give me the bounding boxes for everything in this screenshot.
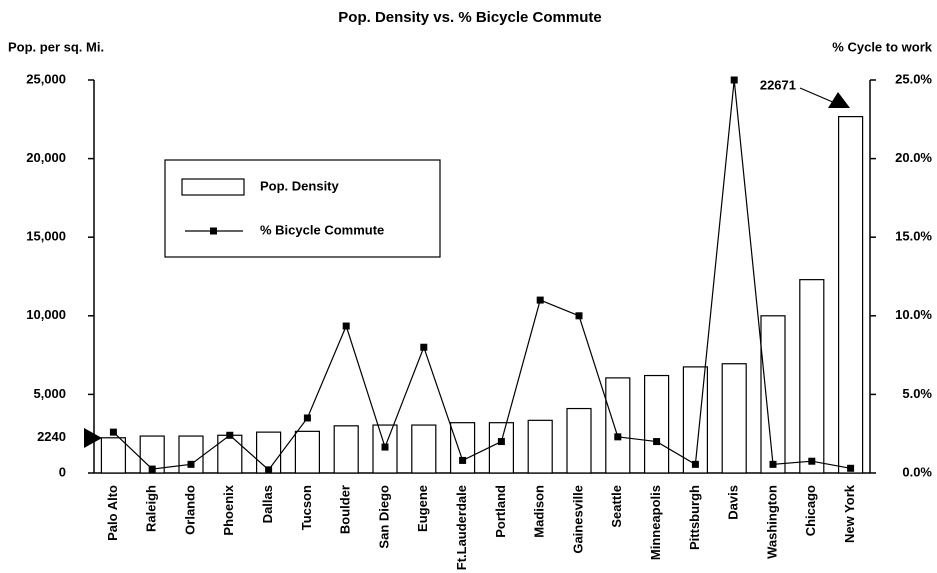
bar <box>294 430 320 474</box>
point <box>769 460 777 468</box>
y-tick-label: 20,000 <box>26 150 66 165</box>
bar <box>799 279 825 474</box>
bar <box>450 422 476 474</box>
x-tick-label: Portland <box>493 485 508 538</box>
point <box>808 457 816 465</box>
x-tick-label: Palo Alto <box>105 485 120 541</box>
bar <box>333 425 359 474</box>
legend-label: Pop. Density <box>260 178 340 193</box>
point <box>847 464 855 472</box>
y-tick-label: 15,000 <box>26 229 66 244</box>
y-axis-label: Pop. per sq. Mi. <box>8 39 104 54</box>
legend-box <box>164 159 441 258</box>
point <box>109 428 117 436</box>
x-tick-label: Pittsburgh <box>687 485 702 550</box>
point <box>187 460 195 468</box>
x-tick-label: Phoenix <box>221 484 236 535</box>
point <box>420 343 428 351</box>
x-tick-label: Tucson <box>299 485 314 530</box>
x-tick-label: Ft.Lauderdale <box>454 485 469 570</box>
point <box>536 296 544 304</box>
y-tick-label: 5,000 <box>33 386 66 401</box>
point <box>730 76 738 84</box>
y2-tick-label: 20.0% <box>895 150 932 165</box>
bar <box>411 424 437 474</box>
x-tick-label: Madison <box>532 485 547 538</box>
x-tick-label: Raleigh <box>144 485 159 532</box>
bar <box>100 437 127 474</box>
point <box>575 312 583 320</box>
legend-swatch <box>210 227 217 235</box>
y2-tick-label: 10.0% <box>895 307 932 322</box>
annotation-arrow <box>828 92 850 108</box>
x-tick-label: Eugene <box>415 485 430 532</box>
y2-axis-label: % Cycle to work <box>832 39 932 54</box>
y2-tick-label: 0.0% <box>902 464 932 479</box>
point <box>459 456 467 464</box>
y-tick-label: 2240 <box>37 429 66 444</box>
x-tick-label: Washington <box>764 485 779 559</box>
x-tick-label: Davis <box>726 485 741 520</box>
x-tick-label: Minneapolis <box>648 485 663 560</box>
x-tick-label: Gainesville <box>570 485 585 554</box>
legend-label: % Bicycle Commute <box>260 222 384 237</box>
point <box>381 443 389 451</box>
y-tick-label: 25,000 <box>26 71 66 86</box>
bar <box>643 374 670 474</box>
y2-tick-label: 25.0% <box>895 71 932 86</box>
point <box>497 438 505 446</box>
x-tick-label: New York <box>842 484 857 543</box>
bar <box>721 363 747 474</box>
point <box>265 466 273 474</box>
bar <box>837 116 864 474</box>
data-label: 22671 <box>760 77 796 92</box>
point <box>148 465 156 473</box>
point <box>342 322 350 330</box>
y-tick-label: 10,000 <box>26 307 66 322</box>
point <box>226 431 234 439</box>
x-tick-label: Orlando <box>182 485 197 535</box>
y-tick-label: 0 <box>59 464 66 479</box>
x-tick-label: Dallas <box>260 485 275 523</box>
bar <box>605 377 631 474</box>
y2-tick-label: 5.0% <box>902 386 932 401</box>
x-tick-label: Seattle <box>609 485 624 528</box>
point <box>653 438 661 446</box>
chart-title: Pop. Density vs. % Bicycle Commute <box>338 9 601 26</box>
point <box>303 414 311 422</box>
annotation-line <box>799 87 836 104</box>
bar <box>527 419 553 474</box>
bar <box>760 315 786 474</box>
y2-tick-label: 15.0% <box>895 229 932 244</box>
bar <box>488 422 514 474</box>
line <box>112 79 851 471</box>
bar <box>256 431 282 474</box>
x-tick-label: San Diego <box>376 485 391 549</box>
legend-swatch <box>181 178 245 196</box>
bar <box>566 407 592 474</box>
point <box>691 460 699 468</box>
point <box>614 433 622 441</box>
x-tick-label: Chicago <box>803 485 818 536</box>
x-tick-label: Boulder <box>338 485 353 534</box>
